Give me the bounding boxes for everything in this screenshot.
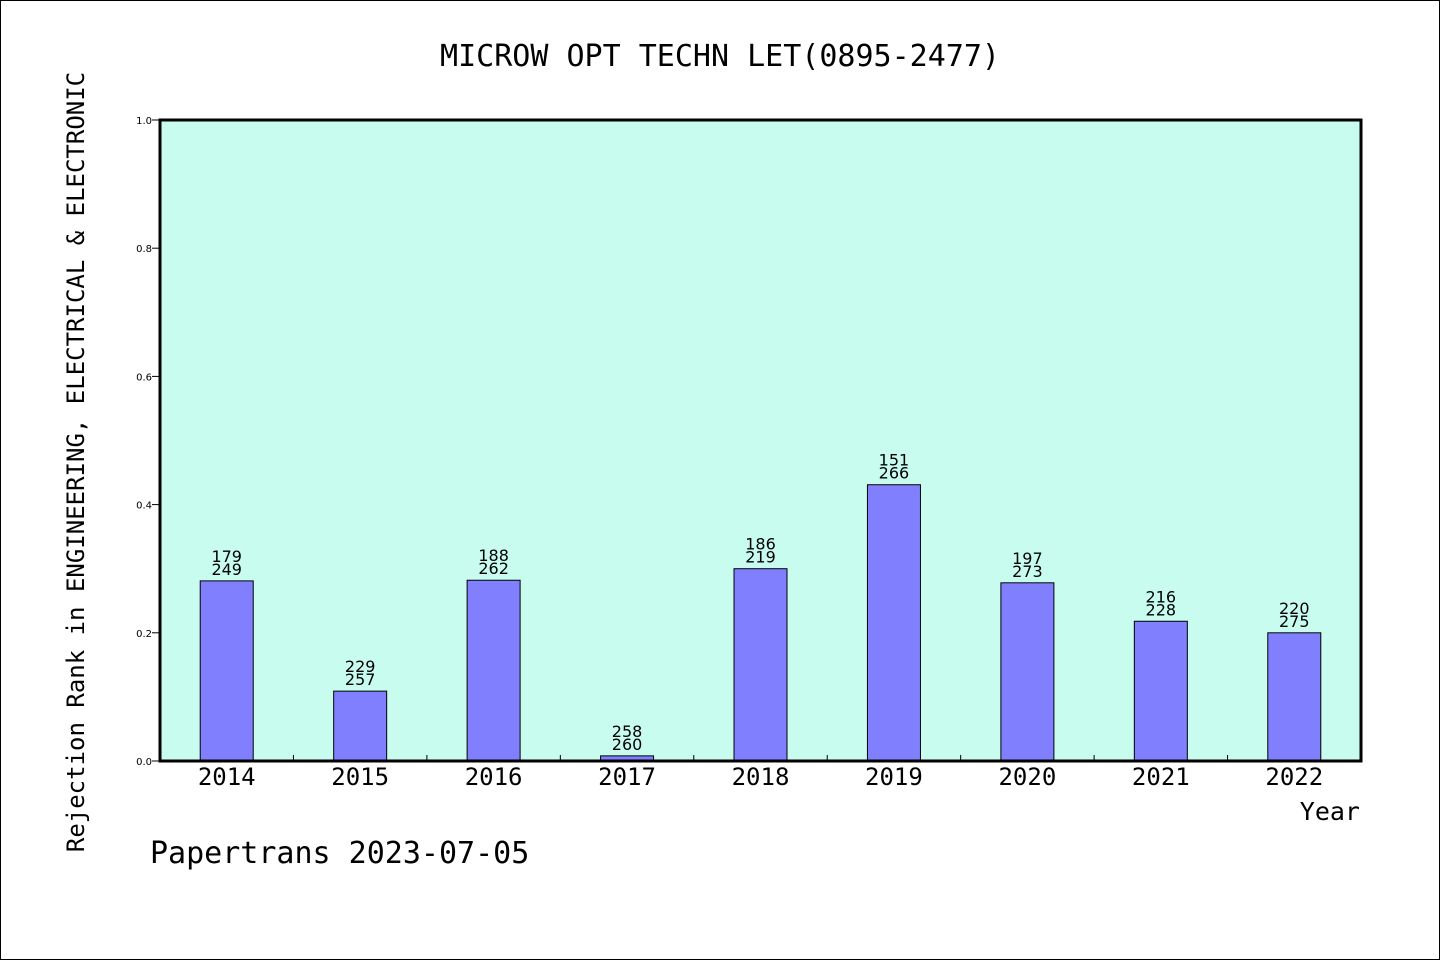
bar-label-bottom: 262	[478, 559, 509, 578]
plot-border	[158, 118, 1363, 763]
bar-label-top: 216	[1146, 587, 1177, 606]
x-tick-label: 2014	[198, 763, 256, 791]
x-tick-label: 2018	[732, 763, 790, 791]
bar-label-bottom: 219	[745, 548, 776, 567]
bar-2021	[1133, 620, 1188, 762]
bar-label-top: 151	[879, 451, 910, 470]
x-tick-label: 2019	[865, 763, 923, 791]
x-tick-label: 2017	[598, 763, 656, 791]
bar-label-top: 197	[1012, 549, 1043, 568]
bar-2014	[199, 580, 254, 762]
y-tick-label: 0.8	[136, 244, 152, 255]
y-tick-label: 0.2	[136, 629, 152, 640]
x-tick-label: 2015	[331, 763, 389, 791]
bar-2020	[1000, 582, 1055, 762]
y-axis: 0.0 0.2 0.4 0.6 0.8 1.0	[136, 116, 160, 768]
x-tick-label: 2022	[1265, 763, 1323, 791]
bar-2019	[866, 484, 921, 762]
bar-label-top: 258	[612, 722, 643, 741]
y-tick-label: 1.0	[136, 116, 152, 127]
y-tick-label: 0.6	[136, 372, 152, 383]
bar-label-bottom: 266	[879, 464, 910, 483]
footer-credit: Papertrans 2023-07-05	[150, 836, 529, 871]
bar-label-bottom: 260	[612, 735, 643, 754]
x-tick-label: 2020	[998, 763, 1056, 791]
bar-label-bottom: 275	[1279, 612, 1310, 631]
bar-label-top: 229	[345, 657, 376, 676]
y-axis-label: Rejection Rank in ENGINEERING, ELECTRICA…	[62, 72, 90, 852]
bar-2015	[333, 690, 388, 762]
chart-title: MICROW OPT TECHN LET(0895-2477)	[440, 39, 1000, 74]
bar-2016	[466, 579, 521, 762]
bar-label-bottom: 228	[1146, 600, 1177, 619]
y-tick-label: 0.4	[136, 501, 152, 512]
bar-label-top: 188	[478, 546, 509, 565]
x-axis: 2014 2015 2016 2017 2018 2019 2020 2021 2022	[198, 755, 1323, 791]
bar-label-top: 186	[745, 535, 776, 554]
bar-label-top: 179	[211, 547, 242, 566]
y-tick-label: 0.0	[136, 757, 152, 768]
bars-group: 1792492292571882622582601862191512661972…	[199, 451, 1322, 762]
x-tick-label: 2016	[465, 763, 523, 791]
bar-label-bottom: 249	[211, 560, 242, 579]
bar-label-top: 220	[1279, 599, 1310, 618]
bar-2022	[1267, 632, 1322, 762]
bar-label-bottom: 257	[345, 670, 376, 689]
bar-label-bottom: 273	[1012, 562, 1043, 581]
bar-2018	[733, 568, 788, 762]
x-axis-label: Year	[1300, 797, 1360, 826]
x-tick-label: 2021	[1132, 763, 1190, 791]
